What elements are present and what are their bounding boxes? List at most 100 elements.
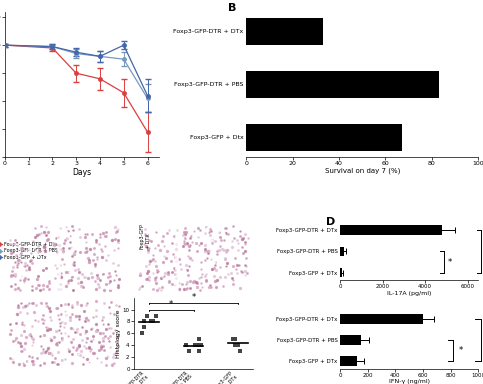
Point	[83, 257, 91, 263]
Point	[55, 257, 63, 263]
Point	[197, 240, 205, 246]
Point	[44, 236, 52, 242]
Point	[110, 360, 118, 366]
Point	[110, 351, 117, 357]
Point	[75, 316, 83, 322]
Point	[80, 343, 88, 349]
Point	[229, 269, 237, 275]
Point	[17, 300, 25, 306]
Point	[189, 233, 197, 239]
Point	[69, 302, 76, 308]
Point	[236, 348, 243, 354]
Point	[41, 228, 48, 235]
Point	[149, 270, 156, 276]
Point	[229, 263, 237, 269]
Point	[97, 359, 105, 365]
Point	[104, 335, 112, 341]
Point	[66, 239, 74, 245]
X-axis label: Days: Days	[72, 168, 92, 177]
Point	[159, 259, 167, 265]
Point	[73, 329, 81, 335]
Point	[8, 356, 16, 362]
Point	[39, 286, 47, 292]
Point	[170, 251, 177, 257]
Point	[107, 325, 114, 331]
Point	[145, 237, 153, 243]
Point	[37, 248, 44, 254]
Point	[204, 250, 212, 256]
Point	[138, 330, 146, 336]
Point	[64, 233, 72, 240]
Point	[40, 317, 48, 323]
Bar	[340, 247, 344, 256]
Point	[85, 344, 93, 350]
Point	[58, 337, 66, 343]
Point	[227, 270, 235, 276]
Point	[224, 228, 232, 235]
Point	[9, 338, 17, 344]
Point	[152, 275, 159, 281]
Point	[180, 238, 188, 244]
Point	[232, 266, 240, 272]
Point	[165, 279, 173, 285]
Point	[20, 277, 28, 283]
Point	[65, 321, 73, 328]
Point	[211, 262, 219, 268]
Bar	[340, 335, 361, 345]
Point	[23, 310, 30, 316]
Point	[86, 348, 94, 354]
Point	[228, 238, 236, 245]
Point	[42, 300, 50, 306]
Point	[102, 326, 110, 333]
Point	[145, 245, 153, 252]
Point	[44, 325, 52, 331]
Point	[233, 262, 241, 268]
Point	[23, 302, 31, 308]
Point	[12, 320, 20, 326]
Point	[36, 362, 43, 368]
Point	[87, 326, 95, 332]
Point	[69, 351, 76, 357]
Point	[153, 267, 161, 273]
Point	[163, 255, 170, 261]
Point	[160, 253, 168, 259]
Point	[23, 262, 31, 268]
Point	[20, 279, 28, 285]
Point	[140, 223, 147, 229]
Point	[229, 223, 237, 229]
Point	[89, 314, 97, 320]
Point	[114, 341, 121, 347]
Point	[58, 319, 66, 325]
Point	[185, 235, 193, 241]
Point	[72, 313, 80, 319]
Point	[40, 332, 48, 338]
Point	[65, 245, 72, 252]
Point	[198, 284, 205, 290]
Point	[69, 227, 76, 233]
Point	[36, 301, 43, 308]
Point	[74, 280, 82, 286]
Point	[153, 265, 161, 271]
Point	[167, 242, 174, 248]
Point	[51, 262, 58, 268]
Point	[14, 262, 21, 268]
Point	[183, 286, 190, 292]
Point	[221, 274, 229, 280]
Point	[108, 337, 116, 343]
Point	[110, 252, 117, 258]
Point	[64, 278, 71, 284]
Point	[40, 244, 48, 250]
Point	[142, 243, 150, 249]
Point	[73, 298, 81, 305]
Point	[11, 273, 19, 279]
Point	[142, 263, 150, 269]
Point	[65, 277, 72, 283]
Point	[233, 342, 241, 348]
Point	[56, 286, 63, 293]
Point	[11, 337, 19, 343]
Point	[56, 339, 63, 345]
Point	[14, 304, 22, 310]
Point	[18, 245, 26, 252]
Point	[82, 315, 90, 321]
Point	[185, 348, 193, 354]
